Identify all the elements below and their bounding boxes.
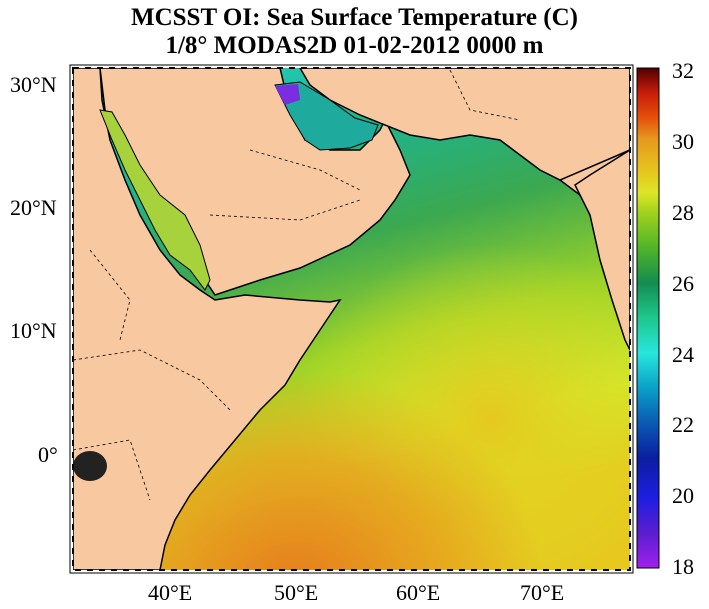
lat-tick-label: 20°N: [10, 195, 57, 220]
land-africa: [73, 68, 342, 570]
map-subtitle: 1/8° MODAS2D 01-02-2012 0000 m: [165, 32, 544, 59]
country-borders: [73, 69, 521, 501]
red-sea: [99, 109, 211, 291]
colorbar-tick-label: 26: [672, 271, 694, 296]
map-frame: [72, 67, 631, 571]
lon-tick-label: 50°E: [274, 580, 318, 605]
lake-victoria: [73, 451, 107, 481]
lon-tick-label: 40°E: [148, 580, 192, 605]
colorbar-labels: 32 30 28 26 24 22 20 18: [672, 58, 694, 579]
lon-tick-label: 70°E: [520, 580, 564, 605]
colorbar-tick-label: 28: [672, 200, 694, 225]
colorbar-tick-label: 24: [672, 342, 694, 367]
lat-tick-label: 30°N: [10, 72, 57, 97]
colorbar: [636, 67, 660, 569]
colorbar-tick-label: 30: [672, 129, 694, 154]
persian-gulf: [274, 81, 379, 151]
lon-axis: 40°E 50°E 60°E 70°E: [148, 580, 564, 605]
lat-tick-label: 0°: [38, 442, 58, 467]
colorbar-tick-label: 22: [672, 412, 694, 437]
lat-tick-label: 10°N: [10, 318, 57, 343]
lon-tick-label: 60°E: [396, 580, 440, 605]
gulf-cold-spot: [275, 84, 300, 105]
land-india-coast: [574, 149, 630, 351]
map-border: [69, 64, 634, 574]
colorbar-tick-label: 18: [672, 554, 694, 579]
lat-axis: 30°N 20°N 10°N 0°: [10, 72, 58, 467]
colorbar-tick-label: 20: [672, 483, 694, 508]
map-title: MCSST OI: Sea Surface Temperature (C): [131, 4, 578, 31]
colorbar-tick-label: 32: [672, 58, 694, 83]
